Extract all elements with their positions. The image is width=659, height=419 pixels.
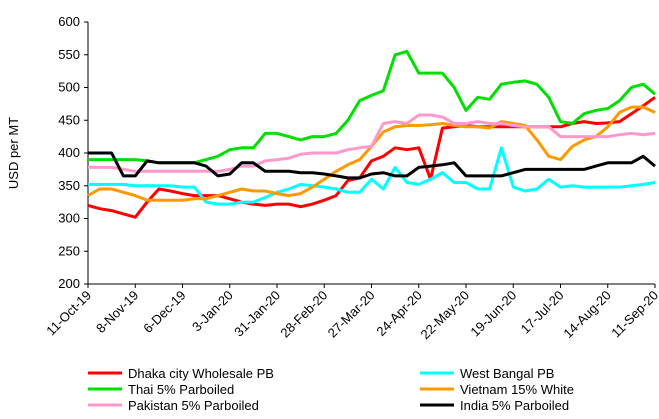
x-tick-label: 11-Oct-19: [43, 288, 94, 339]
legend-label: India 5% Parboiled: [460, 398, 569, 413]
y-tick-label: 400: [58, 145, 80, 160]
y-tick-label: 450: [58, 112, 80, 127]
y-tick-label: 500: [58, 80, 80, 95]
series-line: [88, 151, 656, 180]
x-tick-label: 31-Jan-20: [231, 288, 283, 340]
x-tick-label: 8-Nov-19: [93, 288, 141, 336]
series-line: [87, 96, 656, 219]
x-tick-label: 6-Dec-19: [140, 288, 188, 336]
legend-label: Dhaka city Wholesale PB: [128, 366, 274, 381]
legend-label: Thai 5% Parboiled: [128, 382, 234, 397]
x-tick-label: 17-Jul-20: [518, 288, 567, 337]
y-tick-label: 350: [58, 178, 80, 193]
series-line: [88, 146, 656, 206]
series-line: [88, 113, 656, 173]
y-tick-label: 300: [58, 211, 80, 226]
y-tick-label: 600: [58, 14, 80, 29]
x-tick-label: 27-Mar-20: [325, 288, 378, 341]
y-tick-label: 550: [58, 47, 80, 62]
x-tick-label: 3-Jan-20: [189, 288, 236, 335]
x-tick-label: 11-Sep-20: [608, 288, 659, 341]
legend-label: Vietnam 15% White: [460, 382, 574, 397]
y-axis-label: USD per MT: [6, 117, 21, 189]
y-tick-label: 200: [58, 276, 80, 291]
x-tick-label: 14-Aug-20: [560, 288, 614, 342]
x-tick-label: 19-Jun-20: [467, 288, 519, 340]
x-tick-label: 28-Feb-20: [277, 288, 330, 341]
x-tick-label: 22-May-20: [418, 288, 473, 343]
y-tick-label: 250: [58, 243, 80, 258]
legend-label: Pakistan 5% Parboiled: [128, 398, 259, 413]
legend-label: West Bangal PB: [460, 366, 554, 381]
